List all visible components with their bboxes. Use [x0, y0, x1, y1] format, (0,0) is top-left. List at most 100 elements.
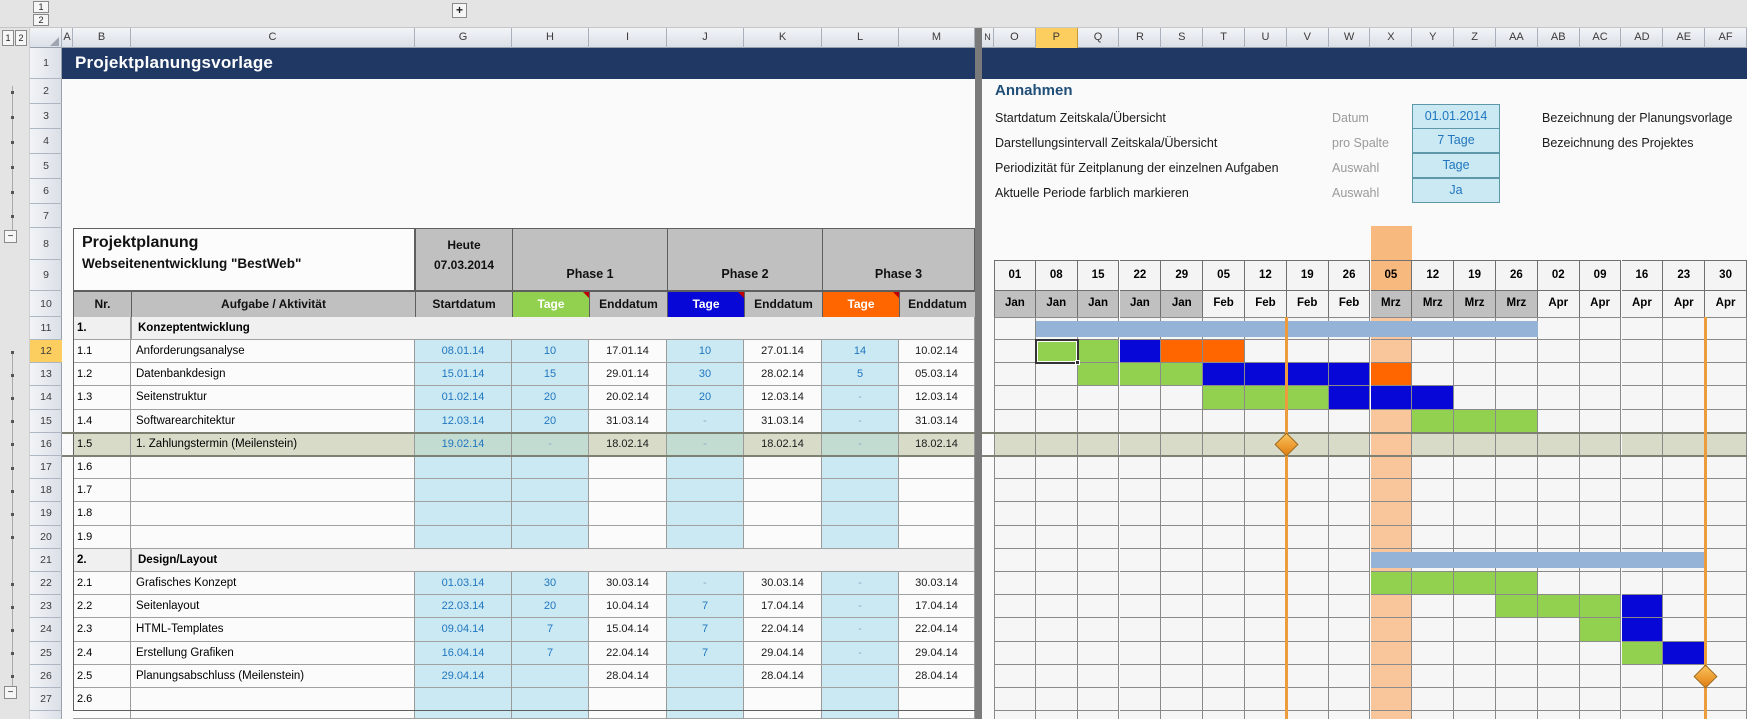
- cell-end1-19[interactable]: [589, 502, 667, 526]
- phase3-header[interactable]: Phase 3: [822, 228, 975, 291]
- gantt-month-T[interactable]: Feb: [1203, 291, 1245, 318]
- cell-tage2-19[interactable]: [667, 502, 744, 526]
- gantt-cell-P15[interactable]: [1035, 409, 1078, 433]
- cell-task-16[interactable]: 1. Zahlungstermin (Meilenstein): [131, 432, 415, 456]
- cell-task-27[interactable]: [131, 688, 415, 712]
- gantt-cell-X12[interactable]: [1370, 340, 1413, 364]
- cell-nr-12[interactable]: 1.1: [73, 340, 131, 364]
- gantt-cell-Y27[interactable]: [1412, 688, 1455, 712]
- column-header-J[interactable]: J: [667, 28, 744, 48]
- gantt-day-Z[interactable]: 19: [1454, 260, 1496, 291]
- cell-tage1-25[interactable]: 7: [512, 641, 589, 665]
- gantt-cell-AD26[interactable]: [1621, 664, 1664, 688]
- cell-task-23[interactable]: Seitenlayout: [131, 595, 415, 619]
- cell-task-26[interactable]: Planungsabschluss (Meilenstein): [131, 664, 415, 688]
- gantt-cell-P18[interactable]: [1035, 479, 1078, 503]
- cell-end2-15[interactable]: 31.03.14: [744, 409, 822, 433]
- column-header-R[interactable]: R: [1120, 28, 1162, 48]
- gantt-cell-AC25[interactable]: [1579, 641, 1622, 665]
- cell-tage3-25[interactable]: -: [822, 641, 899, 665]
- gantt-cell-AA23[interactable]: [1496, 595, 1538, 619]
- cell-end1-27[interactable]: [589, 688, 667, 712]
- gantt-cell-X17[interactable]: [1370, 456, 1413, 480]
- gantt-day-AC[interactable]: 09: [1579, 260, 1622, 291]
- cell-task-25[interactable]: Erstellung Grafiken: [131, 641, 415, 665]
- gantt-cell-Y19[interactable]: [1412, 502, 1455, 526]
- cell-nr-27[interactable]: 2.6: [73, 688, 131, 712]
- cell-end2-25[interactable]: 29.04.14: [744, 641, 822, 665]
- gantt-cell-W26[interactable]: [1328, 664, 1371, 688]
- gantt-cell-AD23[interactable]: [1621, 595, 1664, 619]
- gantt-cell-S26[interactable]: [1161, 664, 1204, 688]
- column-header-A[interactable]: A: [62, 28, 73, 48]
- gantt-cell-V17[interactable]: [1286, 456, 1329, 480]
- row-header-21[interactable]: 21: [30, 549, 62, 572]
- cell-tage2-27[interactable]: [667, 688, 744, 712]
- cell-end3-24[interactable]: 22.04.14: [899, 618, 975, 642]
- gantt-cell-AE13[interactable]: [1663, 363, 1706, 387]
- cell-tage2-22[interactable]: -: [667, 572, 744, 596]
- gantt-cell-R23[interactable]: [1119, 595, 1162, 619]
- cell-tage2-16[interactable]: -: [667, 432, 744, 456]
- gantt-cell-U14[interactable]: [1245, 386, 1287, 410]
- gantt-day-U[interactable]: 12: [1245, 260, 1287, 291]
- gantt-cell-Y13[interactable]: [1412, 363, 1455, 387]
- gantt-cell-R14[interactable]: [1119, 386, 1162, 410]
- gantt-cell-Z25[interactable]: [1454, 641, 1496, 665]
- cell-end1-28[interactable]: [589, 711, 667, 719]
- row-header-20[interactable]: 20: [30, 526, 62, 549]
- gantt-cell-AA27[interactable]: [1496, 688, 1538, 712]
- cell-end2-13[interactable]: 28.02.14: [744, 363, 822, 387]
- gantt-cell-AB16[interactable]: [1537, 432, 1580, 456]
- gantt-cell-P14[interactable]: [1035, 386, 1078, 410]
- row-header-6[interactable]: 6: [30, 179, 62, 204]
- gantt-cell-AD12[interactable]: [1621, 340, 1664, 364]
- gantt-cell-AE27[interactable]: [1663, 688, 1706, 712]
- gantt-cell-S14[interactable]: [1161, 386, 1204, 410]
- gantt-cell-Y26[interactable]: [1412, 664, 1455, 688]
- gantt-cell-AF22[interactable]: [1705, 572, 1747, 596]
- gantt-cell-P22[interactable]: [1035, 572, 1078, 596]
- gantt-day-AB[interactable]: 02: [1537, 260, 1580, 291]
- gantt-cell-U12[interactable]: [1245, 340, 1287, 364]
- gantt-cell-AE12[interactable]: [1663, 340, 1706, 364]
- outline-collapse-button[interactable]: −: [4, 230, 17, 243]
- gantt-cell-W14[interactable]: [1328, 386, 1371, 410]
- gantt-cell-X26[interactable]: [1370, 664, 1413, 688]
- column-outline-level-1-button[interactable]: 1: [33, 1, 49, 13]
- gantt-cell-V26[interactable]: [1286, 664, 1329, 688]
- cell-nr-13[interactable]: 1.2: [73, 363, 131, 387]
- gantt-cell-Y17[interactable]: [1412, 456, 1455, 480]
- gantt-cell-R13[interactable]: [1119, 363, 1162, 387]
- gantt-cell-X24[interactable]: [1370, 618, 1413, 642]
- gantt-cell-AE14[interactable]: [1663, 386, 1706, 410]
- gantt-cell-AA18[interactable]: [1496, 479, 1538, 503]
- gantt-cell-W24[interactable]: [1328, 618, 1371, 642]
- gantt-cell-AA13[interactable]: [1496, 363, 1538, 387]
- gantt-cell-AF15[interactable]: [1705, 409, 1747, 433]
- cell-tage3-23[interactable]: -: [822, 595, 899, 619]
- gantt-cell-AE17[interactable]: [1663, 456, 1706, 480]
- cell-section-21[interactable]: Design/Layout: [131, 548, 975, 572]
- gantt-cell-W18[interactable]: [1328, 479, 1371, 503]
- gantt-cell-AC16[interactable]: [1579, 432, 1622, 456]
- gantt-cell-AF23[interactable]: [1705, 595, 1747, 619]
- gantt-cell-AE23[interactable]: [1663, 595, 1706, 619]
- gantt-cell-AA26[interactable]: [1496, 664, 1538, 688]
- gantt-cell-X20[interactable]: [1370, 525, 1413, 549]
- gantt-cell-V25[interactable]: [1286, 641, 1329, 665]
- gantt-cell-O20[interactable]: [994, 525, 1036, 549]
- gantt-cell-AD24[interactable]: [1621, 618, 1664, 642]
- gantt-cell-P23[interactable]: [1035, 595, 1078, 619]
- gantt-cell-V27[interactable]: [1286, 688, 1329, 712]
- row-outline-level-1-button[interactable]: 1: [2, 30, 14, 46]
- gantt-cell-Z12[interactable]: [1454, 340, 1496, 364]
- gantt-cell-T14[interactable]: [1203, 386, 1245, 410]
- cell-tage1-13[interactable]: 15: [512, 363, 589, 387]
- column-header-K[interactable]: K: [744, 28, 822, 48]
- column-header-M[interactable]: M: [899, 28, 975, 48]
- gantt-cell-Q25[interactable]: [1077, 641, 1120, 665]
- gantt-cell-Q17[interactable]: [1077, 456, 1120, 480]
- gantt-cell-O25[interactable]: [994, 641, 1036, 665]
- cell-start-23[interactable]: 22.03.14: [415, 595, 512, 619]
